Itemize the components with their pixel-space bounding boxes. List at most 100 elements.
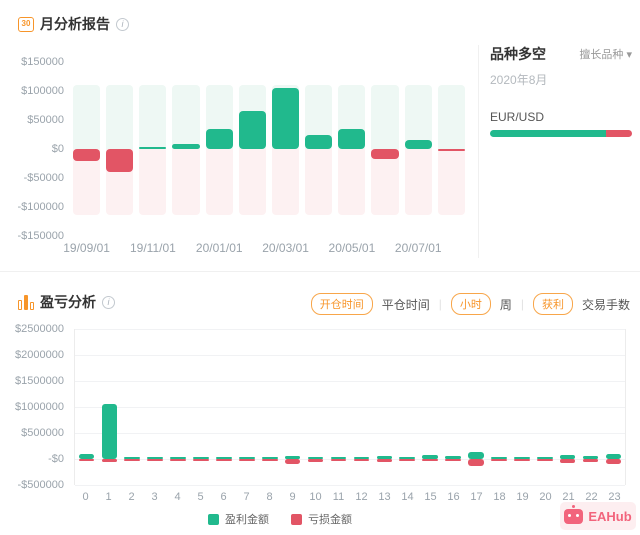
filter-lots[interactable]: 交易手数 (581, 297, 630, 312)
loss-bar (239, 459, 255, 461)
profit-bar (205, 128, 233, 149)
x-tick-label: 21 (562, 491, 575, 503)
eahub-logo[interactable]: EAHub (560, 502, 636, 530)
bar-column (396, 329, 419, 485)
y-tick-label: $2000000 (15, 349, 64, 361)
profit-bar (261, 457, 278, 459)
filter-open-time[interactable]: 开仓时间 (310, 293, 373, 315)
loss-bar (445, 459, 461, 462)
loss-bar (284, 459, 301, 464)
bar-track-negative (305, 149, 333, 215)
profit-bar (491, 456, 507, 459)
x-tick-label: 20/03/01 (262, 241, 309, 255)
filter-close-time[interactable]: 平仓时间 (381, 297, 430, 312)
x-tick-label: 23 (608, 491, 621, 503)
bar-track-negative (271, 149, 300, 215)
long-ratio-segment (490, 130, 607, 137)
filter-profit[interactable]: 获利 (532, 293, 573, 315)
x-tick-label: 1 (105, 491, 112, 503)
bar-column (373, 329, 396, 485)
bar-column (302, 62, 335, 236)
monthly-plot (70, 62, 468, 236)
bar-column (419, 329, 442, 485)
info-icon[interactable]: i (102, 295, 115, 309)
bar-column (98, 329, 121, 485)
profit-bar (582, 455, 599, 459)
bar-track-positive (172, 85, 200, 149)
x-tick-label: 6 (220, 491, 227, 503)
x-tick-label: 19/09/01 (63, 241, 110, 255)
bar-track-negative (371, 149, 399, 215)
bar-column (167, 329, 190, 485)
x-tick-label: 7 (243, 491, 250, 503)
gridline (75, 459, 625, 460)
y-tick-label: $500000 (21, 427, 64, 439)
loss-swatch-icon (291, 513, 302, 525)
calendar-icon: 30 (18, 16, 34, 32)
loss-bar (468, 459, 484, 467)
profit-bar (170, 457, 186, 459)
profit-bar (399, 457, 416, 459)
x-tick-label: 4 (174, 491, 181, 503)
x-tick-label: 0 (82, 491, 89, 503)
x-tick-label: 16 (447, 491, 460, 503)
x-tick-label: 12 (355, 491, 368, 503)
monthly-report-title: 月分析报告 (40, 16, 110, 32)
legend-loss-label: 亏损金额 (308, 514, 352, 526)
bar-track-positive (139, 85, 167, 149)
legend-item-loss[interactable]: 亏损金额 (291, 511, 352, 527)
x-tick-label: 17 (470, 491, 483, 503)
loss-bar (376, 459, 393, 463)
y-tick-label: -$0 (48, 453, 64, 465)
bar-column (602, 329, 625, 485)
loss-bar (261, 459, 278, 461)
pnl-filters: 开仓时间 平仓时间 | 小时 周 | 获利 交易手数 (310, 293, 630, 315)
loss-bar (124, 459, 141, 461)
info-icon[interactable]: i (116, 17, 129, 31)
gridline (75, 329, 625, 330)
x-tick-label: 20/01/01 (195, 241, 243, 255)
pnl-chart: $2500000 $2000000 $1500000 $1000000 $500000 -… (6, 322, 632, 508)
bar-column (533, 329, 556, 485)
bar-track-positive (404, 85, 432, 149)
long-short-ratio-bar (490, 130, 632, 137)
bar-track-positive (437, 85, 465, 149)
bar-track-negative (172, 149, 200, 215)
loss-bar (101, 459, 118, 462)
symbol-filter-dropdown[interactable]: 擅长品种 ▾ (579, 46, 632, 62)
bar-column (190, 329, 213, 485)
profit-bar (445, 456, 461, 459)
profit-bar (514, 457, 530, 459)
profit-bar (330, 457, 347, 459)
gridline (75, 407, 625, 408)
y-tick-label: $100000 (21, 85, 64, 97)
profit-bar (172, 144, 200, 149)
x-tick-label: 5 (197, 491, 204, 503)
monthly-chart: $150000 $100000 $50000 $0 -$50000 -$100000 -$1… (6, 55, 468, 260)
loss-bar (514, 459, 530, 461)
profit-bar (307, 456, 324, 459)
legend-item-profit[interactable]: 盈利金额 (208, 511, 269, 527)
bar-track-negative (139, 149, 167, 215)
bar-column (335, 62, 368, 236)
profit-bar (238, 111, 266, 149)
x-tick-label: 3 (151, 491, 158, 503)
filter-week[interactable]: 周 (499, 297, 512, 312)
section-divider (0, 271, 640, 272)
loss-bar (491, 459, 507, 461)
profit-bar (101, 404, 118, 459)
x-tick-label: 18 (493, 491, 506, 503)
x-tick-label: 14 (401, 491, 414, 503)
profit-bar (139, 147, 167, 149)
profit-bar (422, 455, 438, 459)
x-tick-label: 13 (378, 491, 391, 503)
pnl-x-axis: 0 1 2 3 4 5 6 7 8 9 10 11 12 13 14 15 16 17 18 19 20 21 22 23 (74, 491, 626, 507)
profit-bar (147, 457, 163, 459)
y-tick-label: $50000 (27, 114, 64, 126)
bar-column (213, 329, 236, 485)
bar-column (510, 329, 533, 485)
bar-column (488, 329, 511, 485)
y-tick-label: $0 (51, 143, 64, 155)
bar-column (435, 62, 468, 236)
filter-hour[interactable]: 小时 (450, 293, 491, 315)
